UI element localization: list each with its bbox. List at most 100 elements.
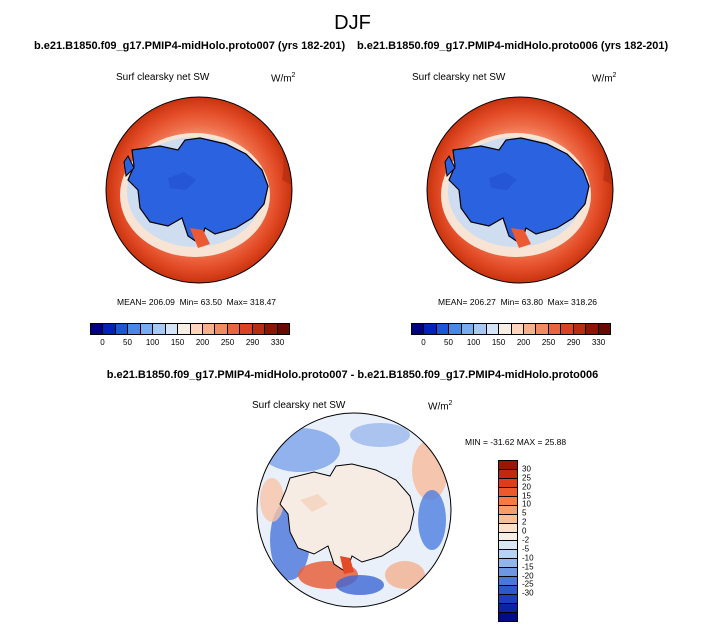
panel-1-colorbar-swatch [265,324,278,334]
diff-colorbar-swatch [499,487,517,497]
panel-1-colorbar-swatch [165,324,179,334]
diff-units: W/m2 [428,400,453,413]
panel-2-title: b.e21.B1850.f09_g17.PMIP4-midHolo.proto0… [357,40,669,52]
diff-colorbar-swatch [499,604,517,613]
panel-1-colorbar-swatch [153,324,166,334]
panel-2-colorbar-tick-label: 100 [466,338,481,347]
panel-1-colorbar-ticks: 0 50 100 150 200 250 290 330 [90,338,290,348]
diff-colorbar-tick-label: -30 [522,588,534,598]
panel-2-map [426,96,614,284]
panel-1-colorbar-tick-label: 0 [100,338,105,347]
panel-1-colorbar-swatch [252,324,266,334]
panel-2-colorbar-tick-label: 150 [491,338,506,347]
diff-variable: Surf clearsky net SW [252,400,346,411]
panel-1-colorbar [90,323,290,335]
diff-colorbar-swatch [499,577,517,587]
panel-1-colorbar-tick-label: 290 [245,338,260,347]
diff-minmax: MIN = -31.62 MAX = 25.88 [465,437,567,447]
panel-2-colorbar-ticks: 0 50 100 150 200 250 290 330 [411,338,611,348]
diff-colorbar-swatch [499,469,517,479]
diff-colorbar-tick-label: 20 [522,482,531,492]
diff-colorbar-tick-label: -25 [522,579,534,589]
panel-2-colorbar-tick-label: 250 [541,338,556,347]
panel-2-colorbar-swatch [586,324,599,334]
diff-colorbar-swatch [499,612,517,621]
panel-2-colorbar-tick-label: 50 [444,338,453,347]
panel-1-title: b.e21.B1850.f09_g17.PMIP4-midHolo.proto0… [34,40,346,52]
diff-colorbar-swatch [499,541,517,551]
panel-2-colorbar-swatch [486,324,500,334]
diff-colorbar-tick-label: -2 [522,535,530,545]
panel-2-colorbar-swatch [548,324,562,334]
diff-colorbar-tick-label: 0 [522,526,527,536]
panel-2-colorbar-swatch [536,324,549,334]
panel-2-colorbar-tick-label: 200 [516,338,531,347]
panel-1-variable: Surf clearsky net SW [116,72,210,83]
panel-2-colorbar-swatch [436,324,450,334]
panel-1-colorbar-swatch [103,324,116,334]
diff-colorbar-tick-label: -20 [522,571,534,581]
diff-colorbar-swatch [499,559,517,569]
panel-1-colorbar-swatch [140,324,154,334]
diff-colorbar-tick-label: 10 [522,499,531,509]
diff-colorbar-swatch [499,523,517,533]
panel-1-map [105,96,293,284]
panel-2-variable: Surf clearsky net SW [412,72,506,83]
panel-2-colorbar-swatch [412,324,425,334]
diff-colorbar-swatch [499,514,517,524]
season-title: DJF [334,12,371,34]
panel-2-colorbar-swatch [561,324,574,334]
diff-colorbar-swatch [499,505,517,515]
panel-2-colorbar [411,323,611,335]
panel-2-colorbar-tick-label: 0 [421,338,426,347]
panel-1-colorbar-tick-label: 200 [195,338,210,347]
diff-title: b.e21.B1850.f09_g17.PMIP4-midHolo.proto0… [106,369,599,381]
diff-colorbar-tick-label: -15 [522,562,534,572]
panel-2-colorbar-swatch [523,324,537,334]
diff-colorbar-tick-label: 2 [522,517,527,527]
panel-2-colorbar-tick-label: 290 [566,338,581,347]
diff-colorbar-swatch [499,461,517,470]
panel-1-colorbar-tick-label: 100 [145,338,160,347]
panel-1-colorbar-swatch [215,324,228,334]
panel-2-colorbar-swatch [449,324,462,334]
diff-colorbar-tick-label: -10 [522,553,534,563]
diff-colorbar-swatch [499,496,517,506]
panel-1-colorbar-swatch [190,324,203,334]
diff-colorbar-tick-label: 30 [522,464,531,474]
panel-1-colorbar-swatch [227,324,241,334]
panel-1-colorbar-swatch [277,324,289,334]
diff-colorbar-swatch [499,568,517,578]
diff-colorbar-swatch [499,532,517,542]
panel-1-stats: MEAN= 206.09 Min= 63.50 Max= 318.47 [117,297,277,307]
panel-2-stats: MEAN= 206.27 Min= 63.80 Max= 318.26 [438,297,598,307]
panel-2-colorbar-swatch [461,324,475,334]
diff-colorbar-tick-label: 25 [522,473,531,483]
panel-1-colorbar-swatch [240,324,253,334]
panel-2-colorbar-swatch [499,324,512,334]
panel-1-colorbar-swatch [115,324,129,334]
diff-colorbar-tick-label: 5 [522,508,527,518]
diff-map [256,412,452,608]
panel-1-colorbar-swatch [178,324,191,334]
diff-colorbar-tick-label: 15 [522,491,531,501]
diff-colorbar-swatch [499,595,517,604]
diff-colorbar-swatch [499,586,517,596]
diff-colorbar [498,460,518,622]
panel-1-colorbar-tick-label: 330 [270,338,285,347]
panel-1-colorbar-tick-label: 250 [220,338,235,347]
diff-colorbar-tick-label: -5 [522,544,530,554]
diff-colorbar-ticks: 30 25 20 15 10 5 2 0 -2 -5 -10 -15 -20 -25 -30 [522,460,552,620]
panel-1-colorbar-tick-label: 150 [170,338,185,347]
panel-1-colorbar-tick-label: 50 [123,338,132,347]
panel-1-units: W/m2 [271,72,296,85]
panel-2-colorbar-swatch [573,324,587,334]
panel-2-colorbar-swatch [598,324,610,334]
diff-colorbar-swatch [499,478,517,488]
panel-2-colorbar-swatch [511,324,524,334]
panel-1-colorbar-swatch [128,324,141,334]
panel-2-colorbar-swatch [474,324,487,334]
panel-2-colorbar-tick-label: 330 [591,338,606,347]
panel-1-colorbar-swatch [202,324,216,334]
